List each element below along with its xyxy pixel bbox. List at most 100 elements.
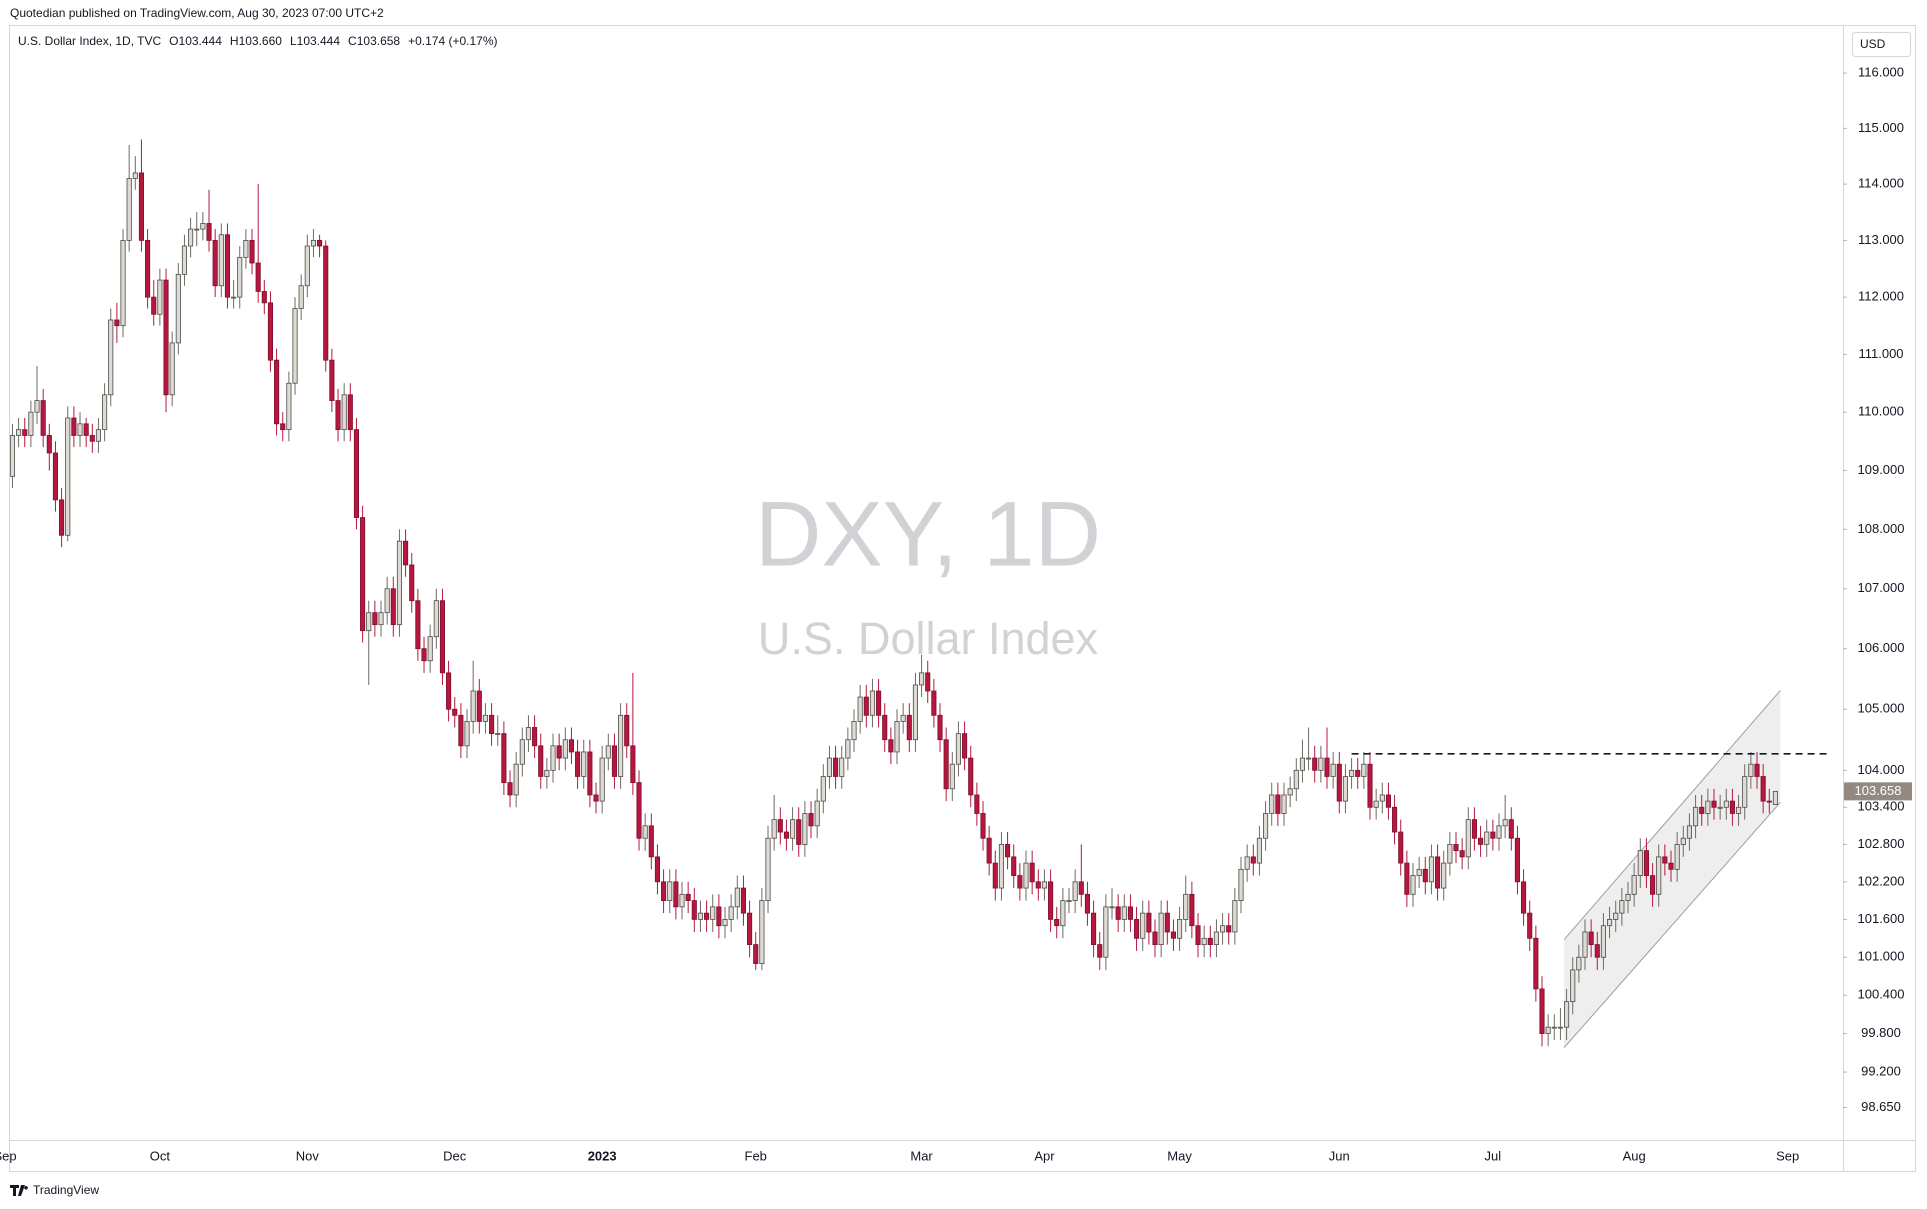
candle-body [1711,800,1717,808]
candle-body [304,245,310,287]
candle-body [704,912,710,920]
candle-body [1496,825,1502,839]
candle-body [157,279,163,315]
last-price-tag [1844,782,1912,801]
candle-body [912,684,918,741]
candle-body [998,844,1004,889]
candle-body [1441,862,1447,889]
candle-body [1373,800,1379,808]
candle-body [1152,931,1158,946]
candle-body [753,944,759,964]
y-tick-label: 112.000 [1858,289,1904,304]
candle-body [108,319,114,396]
x-tick-label: Sep [0,1148,17,1163]
candle-body [1361,763,1367,777]
candle-body [1484,831,1490,845]
y-tick-label: 105.000 [1858,701,1905,716]
candle-body [919,672,925,686]
candle-body [955,733,961,765]
candle-body [1465,819,1471,858]
x-tick-label: Apr [1034,1148,1055,1163]
candle-body [1662,856,1668,864]
candle-body [59,499,65,536]
candle-body [906,714,912,741]
candle-body [1539,988,1545,1034]
candle-body [501,733,507,784]
candle-body [857,696,863,722]
candle-body [1164,912,1170,933]
candle-body [808,813,814,827]
candle-body [1521,881,1527,914]
candle-body [986,837,992,864]
candle-body [759,900,765,964]
candle-body [218,234,224,287]
candle-body [1570,969,1576,1003]
candle-body [1115,906,1121,920]
candle-body [335,400,341,431]
candle-body [102,394,108,431]
plot-area: DXY, 1D U.S. Dollar Index [10,139,1831,1048]
candle-body [1478,837,1484,845]
candle-body [1637,850,1643,876]
candle-body [421,648,427,662]
candle-body [1742,776,1748,808]
candle-body [175,273,181,344]
header-key: L [290,34,297,48]
candle-body [1213,931,1219,946]
candle-body [1336,763,1342,802]
candle-body [1029,862,1035,883]
candle-body [1269,794,1275,814]
candle-body [1035,881,1041,889]
candle-body [458,714,464,747]
candle-body [974,794,980,814]
channel-lower [1563,802,1781,1048]
candle-body [1140,912,1146,939]
candle-body [532,727,538,747]
candle-body [1189,893,1195,927]
x-tick-label: Mar [910,1148,933,1163]
candle-body [415,600,421,650]
y-tick-label: 102.200 [1858,873,1905,888]
candle-body [10,435,16,477]
candle-body [1736,806,1742,814]
candle-body [747,912,753,946]
candle-body [624,714,630,747]
candle-body [1127,906,1133,920]
candle-body [1244,856,1250,870]
y-tick-label: 110.000 [1858,404,1904,419]
candle-body [323,245,329,361]
candle-body [1275,794,1281,814]
candle-body [132,172,138,179]
candle-body [1195,925,1201,946]
candle-body [1754,763,1760,777]
candle-body [802,813,808,845]
candle-body [77,423,83,436]
candle-body [151,296,157,315]
candle-body [1054,919,1060,927]
x-tick-label: May [1167,1148,1192,1163]
y-tick-label: 111.000 [1858,346,1903,361]
candle-body [403,540,409,566]
candle-body [360,517,366,632]
candle-body [593,794,599,802]
candle-body [728,906,734,920]
candle-body [1582,931,1588,958]
candle-body [691,900,697,920]
x-tick-label: Feb [745,1148,767,1163]
candle-body [495,733,501,736]
candle-body [280,423,286,431]
candle-body [1293,769,1299,790]
candle-body [65,417,71,536]
candle-body [409,564,415,602]
candle-body [716,906,722,927]
candle-body [661,881,667,901]
candle-body [1207,937,1213,946]
candle-body [439,600,446,674]
candle-body [876,690,882,716]
candle-body [544,769,550,777]
candle-body [206,223,212,241]
header-value: 103.444 [297,34,341,48]
watermark-name: U.S. Dollar Index [758,613,1099,664]
candle-body [255,262,261,292]
candle-body [1674,844,1680,870]
